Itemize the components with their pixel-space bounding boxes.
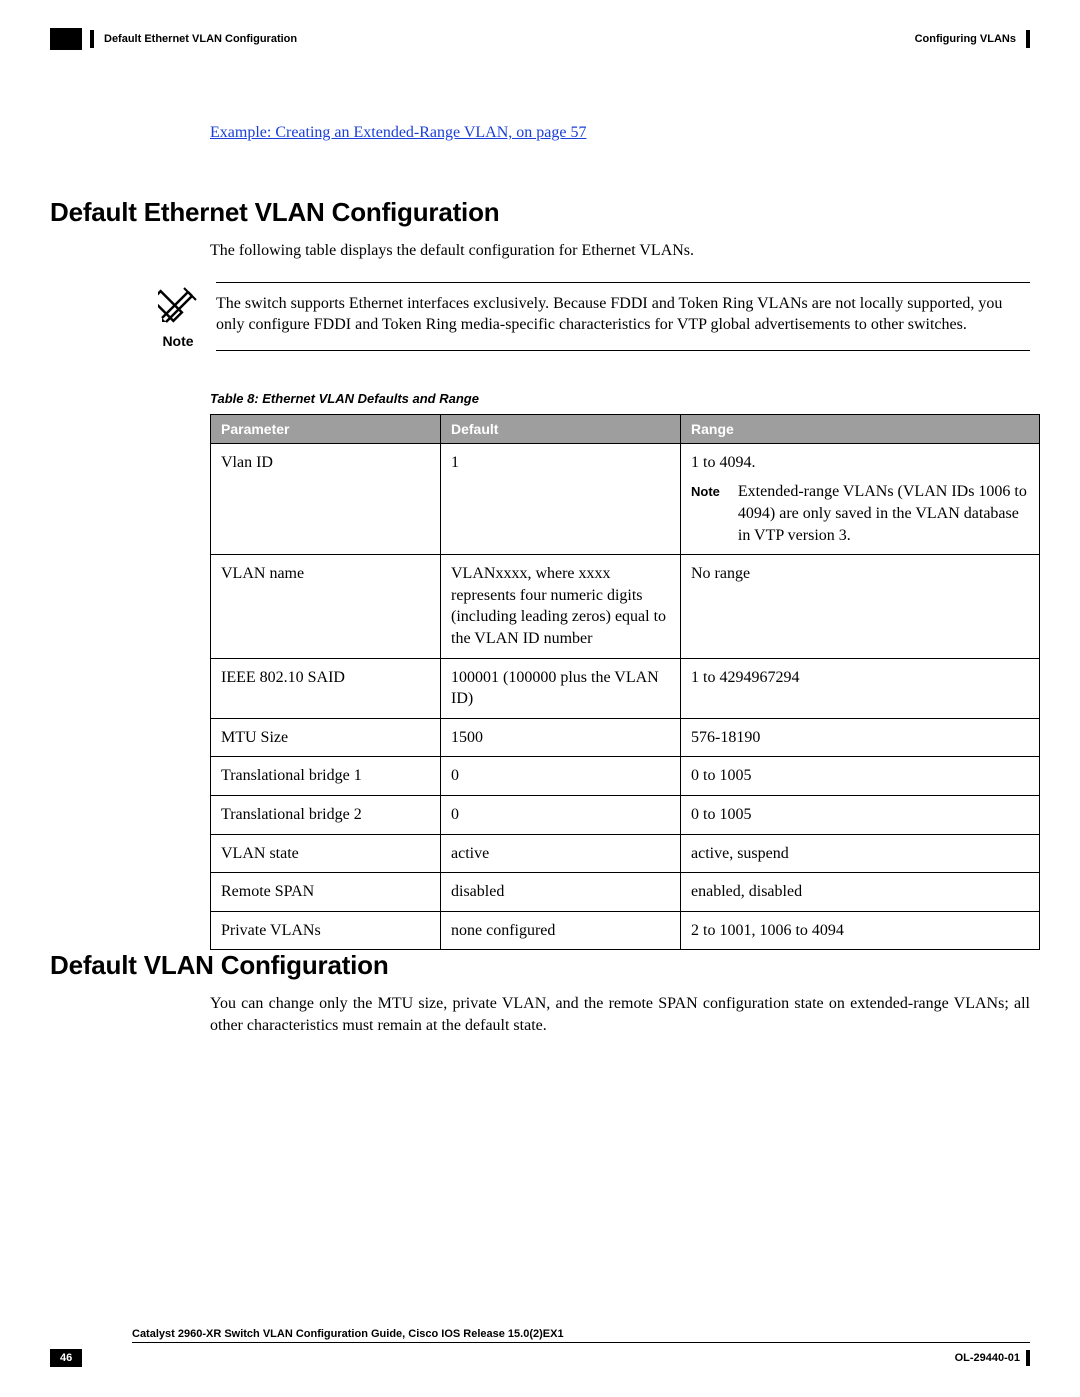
header-left-block-icon [50, 28, 82, 50]
cell-parameter: MTU Size [211, 718, 441, 757]
nested-note-text: Extended-range VLANs (VLAN IDs 1006 to 4… [738, 481, 1029, 546]
table-row: VLAN state active active, suspend [211, 834, 1040, 873]
footer-right: OL-29440-01 [955, 1350, 1030, 1366]
footer-left: 46 [50, 1349, 92, 1367]
cell-parameter: Remote SPAN [211, 873, 441, 912]
defaults-table: Parameter Default Range Vlan ID 1 1 to 4… [210, 414, 1040, 951]
table-row: MTU Size 1500 576-18190 [211, 718, 1040, 757]
footer-bar-icon [1026, 1350, 1030, 1366]
table-row: Remote SPAN disabled enabled, disabled [211, 873, 1040, 912]
header-right-bar-icon [1026, 30, 1030, 48]
footer-doc-title: Catalyst 2960-XR Switch VLAN Configurati… [132, 1328, 564, 1340]
table-header-row: Parameter Default Range [211, 414, 1040, 443]
nested-note: Note Extended-range VLANs (VLAN IDs 1006… [691, 481, 1029, 546]
header-section-title: Default Ethernet VLAN Configuration [104, 33, 297, 45]
cell-default: 100001 (100000 plus the VLAN ID) [441, 658, 681, 718]
table-row: Translational bridge 1 0 0 to 1005 [211, 757, 1040, 796]
note-icon-column: Note [146, 282, 210, 351]
header-right: Configuring VLANs [915, 30, 1030, 48]
cell-default: 1500 [441, 718, 681, 757]
cell-default: 1 [441, 443, 681, 554]
header-chapter-title: Configuring VLANs [915, 33, 1016, 45]
nested-note-label: Note [691, 481, 720, 546]
col-header-parameter: Parameter [211, 414, 441, 443]
cell-range: 1 to 4294967294 [681, 658, 1040, 718]
page: Default Ethernet VLAN Configuration Conf… [0, 0, 1080, 1397]
note-paragraph: The switch supports Ethernet interfaces … [216, 293, 1030, 336]
cell-range: 576-18190 [681, 718, 1040, 757]
cell-default: VLANxxxx, where xxxx represents four num… [441, 555, 681, 658]
note-text: The switch supports Ethernet interfaces … [216, 282, 1030, 351]
page-footer: Catalyst 2960-XR Switch VLAN Configurati… [50, 1328, 1030, 1367]
cell-parameter: IEEE 802.10 SAID [211, 658, 441, 718]
table-row: Private VLANs none configured 2 to 1001,… [211, 911, 1040, 950]
cell-range: enabled, disabled [681, 873, 1040, 912]
header-left-bar-icon [90, 30, 94, 48]
table-row: Translational bridge 2 0 0 to 1005 [211, 795, 1040, 834]
cell-parameter: Vlan ID [211, 443, 441, 554]
header-left: Default Ethernet VLAN Configuration [50, 28, 297, 50]
table-row: VLAN name VLANxxxx, where xxxx represent… [211, 555, 1040, 658]
range-primary: 1 to 4094. [691, 454, 755, 471]
cell-parameter: VLAN state [211, 834, 441, 873]
page-header: Default Ethernet VLAN Configuration Conf… [50, 28, 1030, 50]
cell-range: 2 to 1001, 1006 to 4094 [681, 911, 1040, 950]
cell-parameter: Translational bridge 2 [211, 795, 441, 834]
footer-row: 46 OL-29440-01 [50, 1349, 1030, 1367]
cell-default: 0 [441, 795, 681, 834]
pencil-note-icon [158, 282, 198, 326]
note-label: Note [146, 333, 210, 349]
page-number-box: 46 [50, 1349, 82, 1367]
section1-intro: The following table displays the default… [210, 240, 1030, 262]
cell-range: 0 to 1005 [681, 757, 1040, 796]
col-header-range: Range [681, 414, 1040, 443]
cell-parameter: Private VLANs [211, 911, 441, 950]
cell-default: 0 [441, 757, 681, 796]
cross-reference-link[interactable]: Example: Creating an Extended-Range VLAN… [210, 124, 1030, 142]
table-caption: Table 8: Ethernet VLAN Defaults and Rang… [210, 391, 1030, 406]
footer-rule [132, 1342, 1030, 1343]
table-row: IEEE 802.10 SAID 100001 (100000 plus the… [211, 658, 1040, 718]
cell-range: No range [681, 555, 1040, 658]
col-header-default: Default [441, 414, 681, 443]
note-block: Note The switch supports Ethernet interf… [50, 282, 1030, 351]
cell-range: 0 to 1005 [681, 795, 1040, 834]
section-heading-default-ethernet-vlan: Default Ethernet VLAN Configuration [50, 197, 1030, 228]
cell-default: none configured [441, 911, 681, 950]
section-heading-default-vlan: Default VLAN Configuration [50, 950, 1030, 981]
cell-parameter: Translational bridge 1 [211, 757, 441, 796]
cell-default: disabled [441, 873, 681, 912]
table-row: Vlan ID 1 1 to 4094. Note Extended-range… [211, 443, 1040, 554]
cell-range: 1 to 4094. Note Extended-range VLANs (VL… [681, 443, 1040, 554]
cell-parameter: VLAN name [211, 555, 441, 658]
cell-range: active, suspend [681, 834, 1040, 873]
section2-body: You can change only the MTU size, privat… [210, 993, 1030, 1036]
footer-doc-id: OL-29440-01 [955, 1352, 1020, 1364]
cell-default: active [441, 834, 681, 873]
